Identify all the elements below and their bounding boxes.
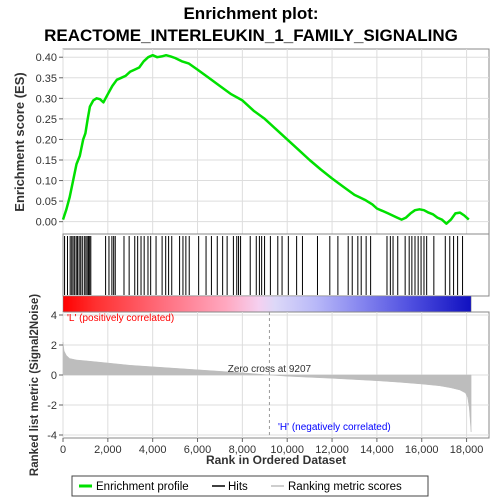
es-ytick-label: 0.05 (36, 196, 57, 208)
metric-panel: 4 2 0 -2 -4 Zero cross at 9207 'L' (positive… (29, 294, 490, 476)
metric-ytick-label: -2 (47, 400, 57, 412)
legend-metric-label: Ranking metric scores (288, 481, 402, 493)
es-panel: 0.00 0.05 0.10 0.15 0.20 0.25 0.30 0.35 0.40 Enr… (12, 48, 490, 235)
x-tick-label: 6,000 (184, 444, 212, 456)
x-tick-label: 18,000 (450, 444, 484, 456)
chart-title-line1: Enrichment plot: (183, 4, 318, 23)
ranking-gradient (62, 295, 472, 313)
hits-panel (62, 233, 490, 297)
es-ytick-label: 0.20 (36, 134, 57, 146)
x-tick-label: 8,000 (229, 444, 257, 456)
zero-cross-label: Zero cross at 9207 (228, 364, 312, 375)
positive-correlation-label: 'L' (positively correlated) (67, 313, 174, 324)
x-axis-label: Rank in Ordered Dataset (206, 453, 346, 467)
es-ytick-label: 0.40 (36, 52, 57, 64)
ranking-metric-area (62, 341, 472, 433)
legend-enrichment-label: Enrichment profile (96, 481, 189, 493)
hits-panel-frame (62, 233, 490, 297)
es-y-axis-label: Enrichment score (ES) (12, 72, 27, 211)
ranking-color-bar (62, 295, 472, 313)
es-ytick-label: 0.30 (36, 93, 57, 105)
x-tick-label: 10,000 (270, 444, 304, 456)
chart-title-line2: REACTOME_INTERLEUKIN_1_FAMILY_SIGNALING (44, 26, 458, 45)
x-tick-label: 14,000 (360, 444, 394, 456)
x-tick-label: 0 (60, 444, 66, 456)
metric-ytick-label: 4 (51, 310, 57, 322)
legend: Enrichment profile Hits Ranking metric s… (71, 475, 429, 497)
metric-ytick-label: -4 (47, 430, 57, 442)
metric-ytick-label: 2 (51, 340, 57, 352)
x-tick-label: 16,000 (405, 444, 439, 456)
es-ytick-label: 0.25 (36, 114, 57, 126)
metric-ytick-label: 0 (51, 370, 57, 382)
legend-hits-label: Hits (228, 481, 248, 493)
x-tick-label: 2,000 (94, 444, 122, 456)
enrichment-profile-line (61, 53, 470, 225)
metric-y-axis-label: Ranked list metric (Signal2Noise) (29, 294, 41, 476)
es-panel-frame (62, 48, 490, 235)
es-ytick-label: 0.00 (36, 217, 57, 229)
x-tick-label: 12,000 (315, 444, 349, 456)
es-ytick-label: 0.15 (36, 155, 57, 167)
es-ytick-label: 0.35 (36, 73, 57, 85)
x-axis: 0 2,000 4,000 6,000 8,000 10,000 12,000 14,000 1… (60, 438, 483, 456)
es-ytick-label: 0.10 (36, 176, 57, 188)
legend-box (71, 475, 429, 497)
x-tick-label: 4,000 (139, 444, 167, 456)
negative-correlation-label: 'H' (negatively correlated) (278, 422, 391, 433)
